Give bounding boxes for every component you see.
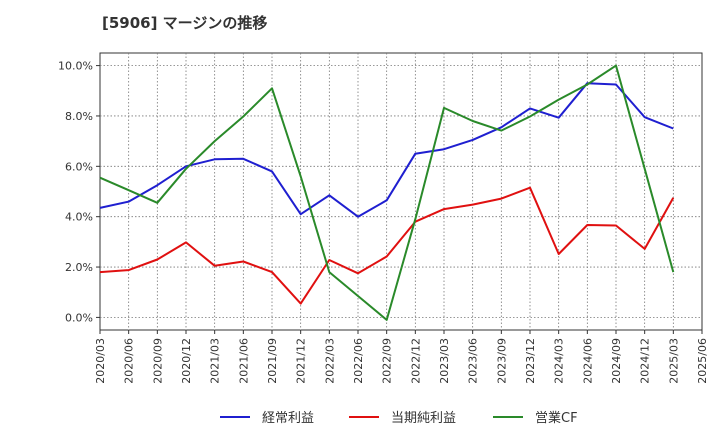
x-tick-label: 2020/03 (94, 338, 107, 384)
y-tick-label: 8.0% (65, 110, 93, 123)
y-tick-label: 4.0% (65, 211, 93, 224)
x-tick-label: 2025/03 (667, 338, 680, 384)
x-tick-label: 2021/12 (295, 338, 308, 384)
x-tick-label: 2024/06 (581, 338, 594, 384)
x-tick-label: 2020/06 (123, 338, 136, 384)
x-tick-label: 2021/09 (266, 338, 279, 384)
x-tick-label: 2023/03 (438, 338, 451, 384)
x-tick-label: 2023/06 (467, 338, 480, 384)
y-tick-label: 10.0% (58, 60, 93, 73)
series-line (99, 186, 675, 305)
x-tick-label: 2023/12 (524, 338, 537, 384)
x-tick-label: 2022/03 (323, 338, 336, 384)
x-tick-label: 2024/09 (610, 338, 623, 384)
x-tick-label: 2022/06 (352, 338, 365, 384)
x-tick-label: 2020/12 (180, 338, 193, 384)
series-line (99, 82, 674, 218)
x-tick-label: 2024/12 (639, 338, 652, 384)
y-tick-label: 2.0% (65, 261, 93, 274)
series-line (99, 64, 675, 321)
legend-label: 経常利益 (262, 411, 314, 426)
x-tick-label: 2022/09 (381, 338, 394, 384)
x-tick-label: 2021/06 (237, 338, 250, 384)
y-tick-label: 0.0% (65, 311, 93, 324)
x-tick-label: 2020/09 (151, 338, 164, 384)
x-tick-label: 2024/03 (553, 338, 566, 384)
legend-label: 営業CF (535, 410, 578, 426)
y-tick-label: 6.0% (65, 160, 93, 173)
legend-label: 当期純利益 (391, 411, 456, 426)
plot-area (99, 52, 703, 331)
x-tick-label: 2023/09 (495, 338, 508, 384)
x-tick-label: 2022/12 (409, 338, 422, 384)
x-tick-label: 2021/03 (209, 338, 222, 384)
chart-title: [5906] マージンの推移 (102, 14, 268, 32)
x-tick-label: 2025/06 (696, 338, 709, 384)
